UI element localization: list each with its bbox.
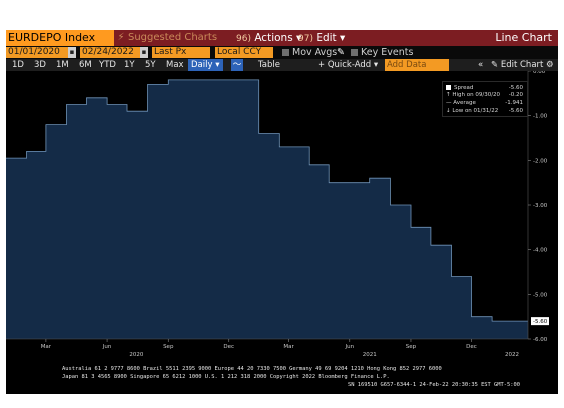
end-date-field[interactable]: 02/24/2022 (80, 47, 140, 58)
legend-low-label: Low on 01/31/22 (452, 108, 499, 114)
legend-spread-label: Spread (454, 85, 474, 91)
last-value-label: -5.60 (533, 319, 548, 325)
currency-select[interactable]: Local CCY (215, 47, 273, 58)
quick-add-label: + Quick-Add (318, 60, 372, 70)
legend-low: ↓ Low on 01/31/22 (446, 107, 498, 115)
quick-add-menu[interactable]: + Quick-Add ▾ (318, 59, 378, 71)
legend-spread: Spread (446, 84, 473, 92)
series-area-fill (6, 79, 528, 340)
pencil-icon: ✎ (491, 60, 499, 70)
last-value-box (531, 317, 549, 326)
legend-average-label: Average (453, 100, 476, 106)
range-max[interactable]: Max (166, 60, 184, 70)
edit-chart-button[interactable]: ✎ Edit Chart (491, 59, 543, 71)
suggested-charts-button[interactable]: ⚡ Suggested Charts (114, 30, 234, 46)
y-tick-label: -2.00 (533, 158, 548, 164)
series-swatch (446, 85, 451, 90)
add-data-input[interactable]: Add Data (385, 59, 449, 71)
mov-avgs-label[interactable]: Mov Avgs (292, 47, 338, 58)
chart-area[interactable]: 0.00 -1.00 -2.00 -3.00 -4.00 -5.00 -6.00 -5.60 M… (6, 71, 558, 394)
legend-average: — Average (446, 99, 476, 107)
bloomberg-terminal-screen: EURDEPO Index ⚡ Suggested Charts 96) Acti… (6, 30, 558, 394)
x-year-label: 2022 (505, 352, 519, 358)
series-line (6, 79, 528, 322)
x-year-label: 2021 (363, 352, 377, 358)
caret-down-icon: ▾ (373, 60, 379, 70)
x-tick-label: Dec (223, 344, 234, 350)
ticker-field[interactable]: EURDEPO Index (6, 30, 114, 46)
low-arrow-icon: ↓ (446, 108, 453, 114)
suggested-charts-label: Suggested Charts (128, 32, 218, 43)
x-year-label: 2020 (129, 352, 143, 358)
y-tick-label: -6.00 (533, 337, 548, 343)
mov-avgs-checkbox[interactable] (282, 49, 289, 56)
caret-down-icon: ▾ (296, 32, 302, 44)
legend-average-value: -1.941 (505, 100, 523, 106)
y-tick-label: -5.00 (533, 292, 548, 298)
start-date-field[interactable]: 01/01/2020 (6, 47, 68, 58)
legend-high-label: High on 09/30/20 (452, 92, 501, 98)
key-events-checkbox[interactable] (351, 49, 358, 56)
legend-box: Spread -5.60 ↑ High on 09/30/20 -0.20 — … (442, 81, 528, 117)
lightning-icon: ⚡ (117, 32, 125, 43)
range-1m[interactable]: 1M (56, 60, 69, 70)
line-chart-svg: 0.00 -1.00 -2.00 -3.00 -4.00 -5.00 -6.00 -5.60 M… (6, 71, 549, 358)
range-1d[interactable]: 1D (12, 60, 24, 70)
caret-down-icon: ▾ (215, 60, 220, 70)
legend-high-value: -0.20 (508, 92, 523, 98)
range-3d[interactable]: 3D (34, 60, 46, 70)
footer: Australia 61 2 9777 8600 Brazil 5511 239… (6, 352, 558, 394)
x-tick-label: Mar (41, 344, 52, 350)
toolbar: 1D 3D 1M 6M YTD 1Y 5Y Max Daily ▾ 〜 Tabl… (6, 59, 558, 71)
range-ytd[interactable]: YTD (99, 60, 116, 70)
frequency-label: Daily (191, 60, 213, 70)
table-button[interactable]: Table (258, 60, 280, 70)
end-date-dropdown[interactable]: ▪ (140, 47, 148, 58)
footer-contacts-2: Japan 81 3 4565 8900 Singapore 65 6212 1… (62, 374, 390, 380)
edit-menu[interactable]: 97) Edit ▾ (298, 30, 345, 46)
edit-label: Edit (316, 32, 337, 44)
x-tick-label: Jun (344, 344, 354, 350)
actions-menu[interactable]: 96) Actions ▾ (236, 30, 301, 46)
actions-number: 96) (236, 34, 251, 44)
x-tick-label: Mar (283, 344, 294, 350)
gear-icon[interactable]: ⚙ (546, 60, 554, 70)
field-select[interactable]: Last Px (152, 47, 210, 58)
x-tick-label: Sep (163, 344, 174, 350)
edit-chart-label: Edit Chart (500, 60, 544, 70)
legend-spread-value: -5.60 (508, 85, 523, 91)
x-tick-label: Jun (102, 344, 112, 350)
title-bar: EURDEPO Index ⚡ Suggested Charts 96) Acti… (6, 30, 558, 46)
double-chevron-left-icon[interactable]: « (478, 60, 484, 70)
chart-type-title: Line Chart (495, 31, 552, 44)
calendar-icon: ▪ (69, 48, 75, 56)
range-5y[interactable]: 5Y (145, 60, 156, 70)
calendar-icon: ▪ (141, 48, 147, 56)
range-1y[interactable]: 1Y (124, 60, 135, 70)
average-line-icon: — (446, 100, 454, 106)
pencil-icon[interactable]: ✎ (337, 47, 345, 58)
y-tick-label: -1.00 (533, 114, 548, 120)
edit-number: 97) (298, 34, 313, 44)
footer-session: SN 169510 G657-6344-1 24-Feb-22 20:30:35… (348, 382, 521, 388)
caret-down-icon: ▾ (340, 32, 346, 44)
y-tick-label: -4.00 (533, 248, 548, 254)
frequency-select[interactable]: Daily ▾ (188, 59, 223, 71)
x-tick-label: Dec (466, 344, 477, 350)
range-6m[interactable]: 6M (79, 60, 92, 70)
options-bar: 01/01/2020 ▪ 02/24/2022 ▪ Last Px Local … (6, 46, 558, 59)
line-chart-icon[interactable]: 〜 (231, 59, 243, 71)
actions-label: Actions (254, 32, 293, 44)
legend-low-value: -5.60 (508, 108, 523, 114)
start-date-dropdown[interactable]: ▪ (68, 47, 76, 58)
y-tick-label: -3.00 (533, 203, 548, 209)
x-tick-label: Sep (406, 344, 417, 350)
high-arrow-icon: ↑ (446, 92, 453, 98)
legend-high: ↑ High on 09/30/20 (446, 91, 500, 99)
y-tick-label: 0.00 (533, 71, 546, 75)
key-events-label[interactable]: Key Events (361, 47, 414, 58)
footer-contacts-1: Australia 61 2 9777 8600 Brazil 5511 239… (62, 366, 442, 372)
